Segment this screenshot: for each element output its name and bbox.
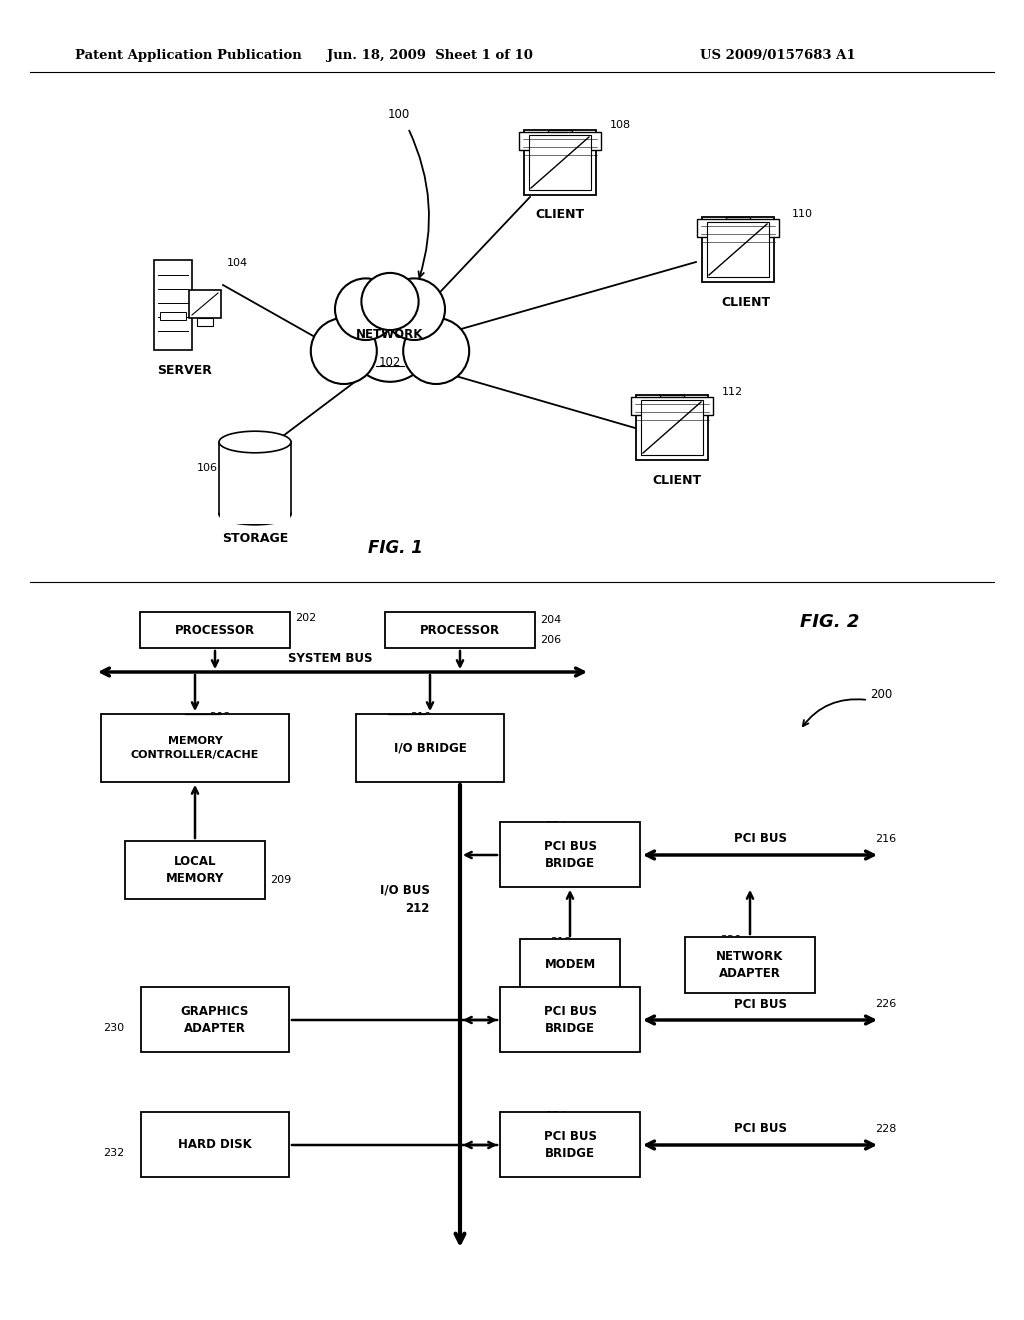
Circle shape <box>335 279 396 341</box>
Text: I/O BRIDGE: I/O BRIDGE <box>393 742 466 755</box>
Ellipse shape <box>219 432 291 453</box>
Bar <box>141 987 289 1052</box>
Bar <box>189 290 221 318</box>
Bar <box>141 1111 289 1177</box>
Text: PCI BUS: PCI BUS <box>733 1122 786 1135</box>
Text: STORAGE: STORAGE <box>222 532 288 544</box>
Bar <box>636 395 708 459</box>
Circle shape <box>311 318 377 384</box>
Text: CLIENT: CLIENT <box>652 474 701 487</box>
Bar <box>154 260 193 350</box>
Text: PCI BUS: PCI BUS <box>733 998 786 1011</box>
Text: MEMORY
CONTROLLER/CACHE: MEMORY CONTROLLER/CACHE <box>131 737 259 759</box>
Text: 224: 224 <box>545 1111 566 1121</box>
Text: 212: 212 <box>406 902 430 915</box>
Text: FIG. 2: FIG. 2 <box>800 612 859 631</box>
Bar <box>641 400 703 455</box>
Bar <box>220 513 290 524</box>
Text: PCI BUS
BRIDGE: PCI BUS BRIDGE <box>544 840 597 870</box>
Bar <box>219 442 291 513</box>
Text: 222: 222 <box>545 986 566 997</box>
Bar <box>160 312 186 319</box>
Bar <box>702 216 774 282</box>
Text: 100: 100 <box>388 108 411 121</box>
Bar <box>520 939 620 991</box>
Ellipse shape <box>219 503 291 525</box>
Bar <box>356 714 504 781</box>
Text: NETWORK: NETWORK <box>356 329 424 342</box>
Text: 204: 204 <box>540 615 561 624</box>
Text: PCI BUS: PCI BUS <box>733 833 786 846</box>
Bar <box>631 397 713 414</box>
Text: MODEM: MODEM <box>545 958 596 972</box>
Text: 210: 210 <box>410 711 431 722</box>
Bar <box>140 612 290 648</box>
Bar <box>500 987 640 1052</box>
Text: PCI BUS
BRIDGE: PCI BUS BRIDGE <box>544 1130 597 1160</box>
Text: 214: 214 <box>545 821 566 832</box>
Bar <box>707 222 769 277</box>
Text: GRAPHICS
ADAPTER: GRAPHICS ADAPTER <box>181 1005 249 1035</box>
Text: PROCESSOR: PROCESSOR <box>175 623 255 636</box>
Text: PROCESSOR: PROCESSOR <box>420 623 500 636</box>
Bar <box>548 129 572 139</box>
Text: 110: 110 <box>792 209 813 219</box>
Text: 218: 218 <box>550 937 571 946</box>
Circle shape <box>361 273 419 330</box>
Text: 220: 220 <box>720 935 741 945</box>
Bar <box>660 395 684 403</box>
Text: CLIENT: CLIENT <box>536 209 585 222</box>
Text: NETWORK
ADAPTER: NETWORK ADAPTER <box>717 950 783 979</box>
Text: Patent Application Publication: Patent Application Publication <box>75 49 302 62</box>
Bar <box>197 318 213 326</box>
Bar <box>125 841 265 899</box>
Bar <box>726 216 750 224</box>
Text: 112: 112 <box>722 387 743 397</box>
Bar <box>519 132 601 150</box>
Circle shape <box>403 318 469 384</box>
Text: SERVER: SERVER <box>158 363 212 376</box>
Text: PCI BUS
BRIDGE: PCI BUS BRIDGE <box>544 1005 597 1035</box>
Bar <box>385 612 535 648</box>
Bar <box>500 822 640 887</box>
Text: 106: 106 <box>197 463 218 473</box>
Text: 202: 202 <box>295 612 316 623</box>
Text: 102: 102 <box>379 355 401 368</box>
Text: 230: 230 <box>103 1023 124 1034</box>
Text: 208: 208 <box>209 711 230 722</box>
Text: 209: 209 <box>270 875 291 884</box>
Circle shape <box>383 279 445 341</box>
Text: 226: 226 <box>874 999 896 1008</box>
Text: I/O BUS: I/O BUS <box>380 883 430 896</box>
Bar <box>524 129 596 195</box>
Text: CLIENT: CLIENT <box>722 296 771 309</box>
Text: LOCAL
MEMORY: LOCAL MEMORY <box>166 855 224 884</box>
Text: 216: 216 <box>874 834 896 843</box>
Bar <box>529 135 591 190</box>
Text: FIG. 1: FIG. 1 <box>368 539 423 557</box>
Text: HARD DISK: HARD DISK <box>178 1138 252 1151</box>
Text: 228: 228 <box>874 1125 896 1134</box>
Text: SYSTEM BUS: SYSTEM BUS <box>288 652 373 664</box>
Text: 232: 232 <box>103 1148 124 1158</box>
Text: Jun. 18, 2009  Sheet 1 of 10: Jun. 18, 2009 Sheet 1 of 10 <box>327 49 532 62</box>
Text: 104: 104 <box>227 257 248 268</box>
Bar <box>500 1111 640 1177</box>
Circle shape <box>348 298 432 381</box>
Bar <box>685 937 815 993</box>
Bar <box>101 714 289 781</box>
Text: 200: 200 <box>870 689 892 701</box>
Text: 206: 206 <box>540 635 561 645</box>
Text: 108: 108 <box>610 120 631 129</box>
Text: US 2009/0157683 A1: US 2009/0157683 A1 <box>700 49 856 62</box>
Bar <box>697 219 779 238</box>
